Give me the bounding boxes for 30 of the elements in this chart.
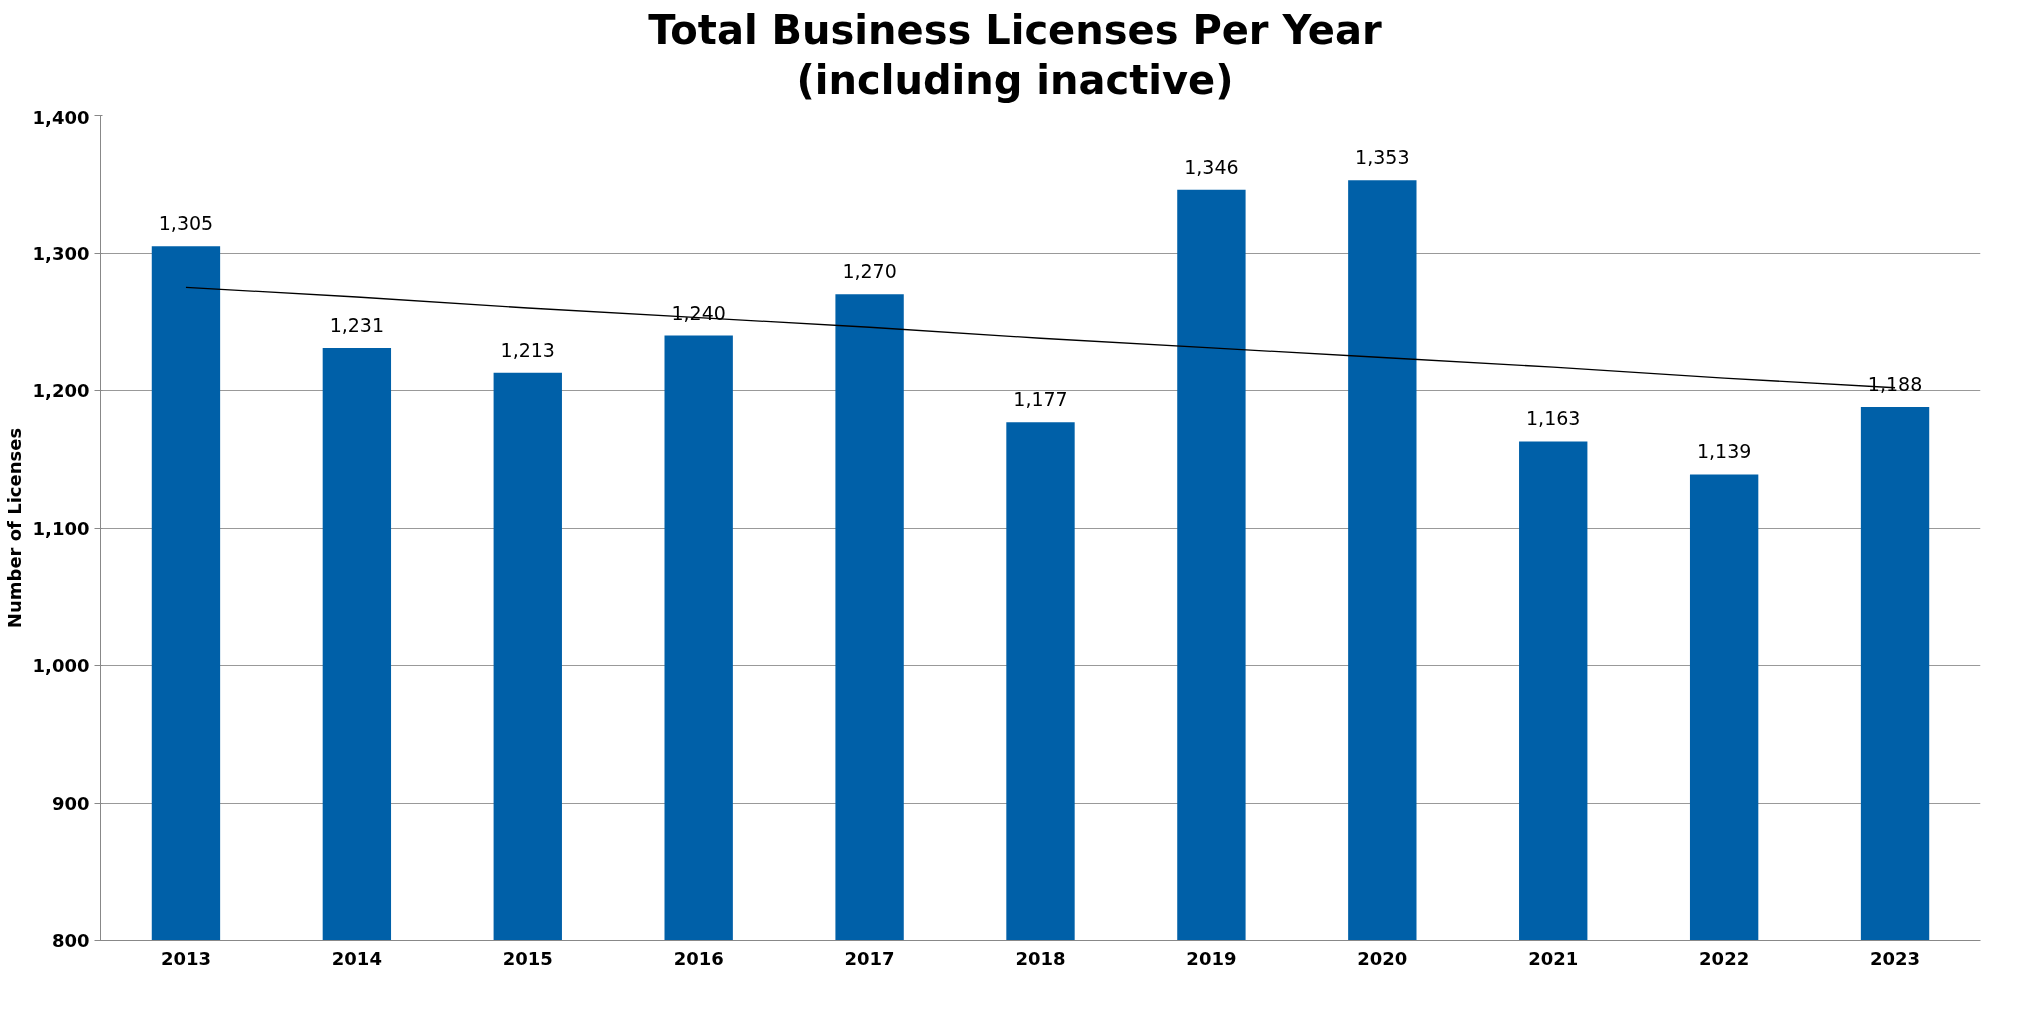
data-label: 1,231	[329, 313, 385, 336]
y-tick-label: 1,000	[32, 655, 90, 676]
x-tick-label: 2018	[1015, 947, 1066, 969]
x-tick-label: 2023	[1870, 947, 1921, 969]
data-label: 1,177	[1013, 388, 1068, 411]
x-tick-label: 2015	[502, 947, 553, 969]
x-tick-label: 2019	[1186, 947, 1237, 969]
x-tick-label: 2022	[1699, 947, 1750, 969]
x-tick-label: 2021	[1528, 947, 1579, 969]
data-label: 1,139	[1696, 440, 1752, 463]
y-tick-label: 1,200	[32, 380, 90, 401]
y-tick-label: 800	[51, 930, 90, 951]
x-tick-label: 2013	[160, 947, 212, 969]
x-tick-label: 2017	[844, 947, 895, 969]
data-label: 1,188	[1867, 373, 1923, 395]
data-label: 1,163	[1526, 407, 1581, 430]
data-label: 1,305	[158, 212, 214, 235]
y-tick-label: 1,300	[32, 242, 90, 264]
y-tick-label: 1,100	[32, 517, 90, 539]
data-label: 1,353	[1355, 146, 1410, 169]
x-tick-label: 2020	[1357, 947, 1408, 969]
chart-title: Total Business Licenses Per Year (including inactive)	[648, 6, 1382, 105]
y-tick-label: 1,400	[32, 106, 90, 128]
x-tick-label: 2016	[673, 947, 724, 969]
data-label: 1,270	[842, 260, 897, 283]
y-tick-label: 900	[51, 792, 90, 814]
data-label: 1,213	[500, 338, 555, 361]
x-tick-label: 2014	[331, 947, 382, 969]
data-label: 1,346	[1184, 155, 1239, 178]
y-axis-title: Number of Licenses	[3, 427, 25, 629]
